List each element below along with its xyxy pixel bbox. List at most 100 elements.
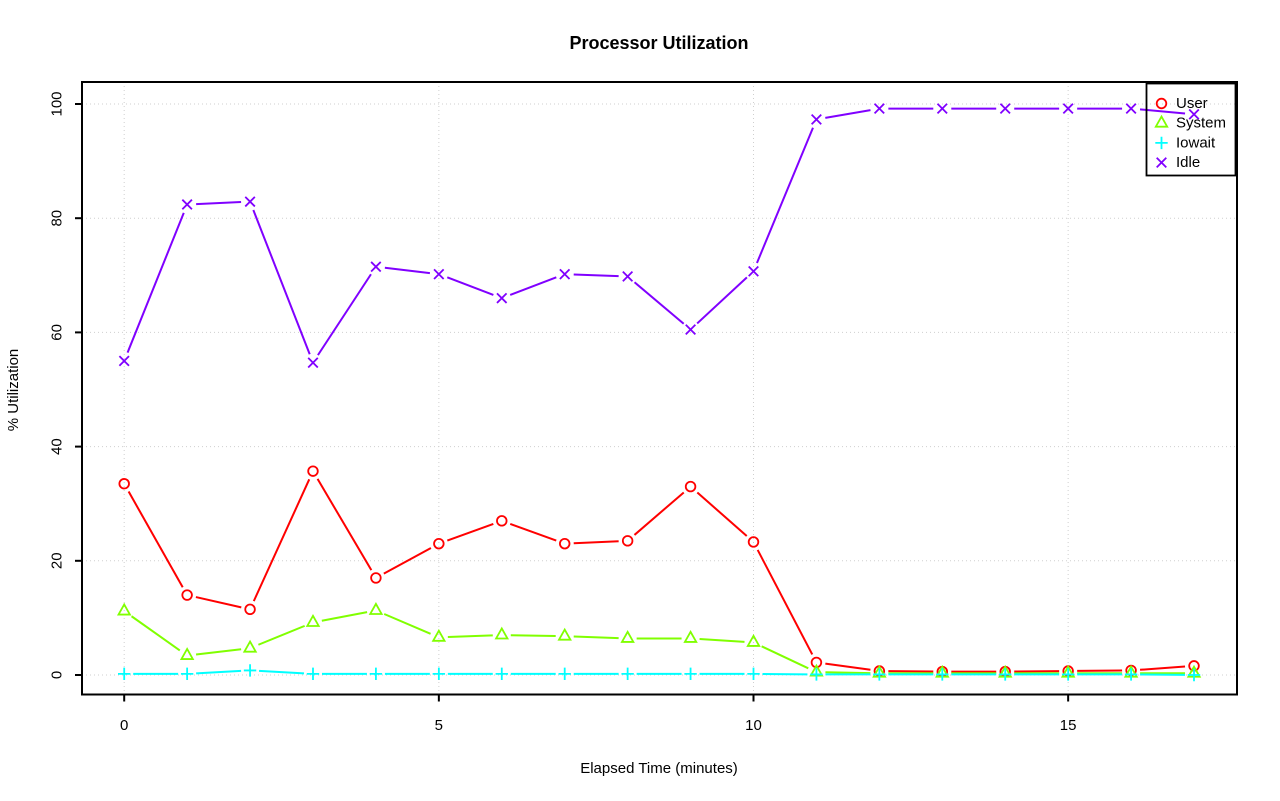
marker-x (181, 199, 193, 210)
series-segment (573, 540, 619, 545)
marker-x (1156, 157, 1167, 169)
marker-circle (307, 465, 319, 477)
series-idle (118, 103, 1200, 369)
marker-circle (118, 478, 130, 490)
marker-plus (873, 668, 886, 681)
marker-triangle (683, 630, 698, 643)
series-segment (756, 549, 814, 655)
marker-plus (118, 667, 131, 681)
legend-label: User (1176, 95, 1208, 112)
series-segment (1139, 108, 1186, 115)
marker-x (999, 103, 1011, 115)
series-segment (383, 547, 432, 575)
data-series (116, 103, 1202, 682)
marker-circle (684, 480, 697, 493)
marker-x (370, 261, 382, 273)
marker-plus (495, 667, 508, 681)
series-segment (699, 638, 745, 643)
series-segment (825, 109, 871, 119)
series-segment (252, 478, 311, 602)
marker-triangle (368, 602, 384, 615)
y-tick-label: 0 (49, 671, 66, 679)
y-axis-title: % Utilization (5, 349, 22, 432)
marker-plus (810, 668, 823, 681)
marker-circle (370, 572, 382, 584)
y-tick-label: 80 (49, 210, 66, 227)
marker-x (1125, 103, 1137, 115)
series-segment (258, 624, 306, 646)
x-tick-label: 0 (120, 717, 128, 734)
series-segment (756, 127, 814, 264)
marker-plus (243, 664, 257, 677)
series-segment (509, 522, 557, 542)
marker-x (622, 271, 634, 282)
series-segment (696, 491, 748, 537)
series-segment (446, 276, 494, 296)
axes: 0 5 10 15 0 20 40 60 80 100 (49, 81, 1238, 734)
x-axis-title: Elapsed Time (minutes) (580, 760, 738, 777)
series-segment (252, 209, 311, 355)
y-tick-label: 40 (49, 438, 66, 455)
marker-triangle (242, 639, 258, 653)
marker-plus (747, 667, 760, 681)
marker-plus (621, 667, 634, 681)
series-iowait (118, 664, 1201, 682)
marker-plus (180, 667, 194, 681)
series-segment (316, 478, 373, 571)
marker-plus (1187, 668, 1201, 682)
series-segment (130, 615, 181, 652)
series-segment (196, 201, 242, 206)
series-segment (195, 648, 242, 656)
marker-circle (1155, 97, 1168, 110)
series-segment (384, 266, 431, 275)
series-segment (825, 671, 871, 675)
series-segment (446, 522, 494, 542)
marker-x (559, 268, 571, 280)
series-segment (126, 212, 185, 353)
legend-label: Iowait (1176, 134, 1216, 151)
marker-x (496, 292, 508, 304)
marker-circle (559, 537, 571, 550)
series-segment (321, 611, 368, 622)
marker-circle (181, 589, 193, 601)
marker-triangle (557, 627, 572, 641)
series-segment (573, 273, 619, 278)
marker-plus (936, 668, 949, 681)
series-segment (317, 273, 372, 356)
series-segment (509, 276, 557, 296)
plot-border (81, 81, 1238, 696)
marker-x (118, 355, 130, 367)
series-segment (761, 645, 809, 670)
series-segment (258, 669, 305, 675)
series-segment (510, 634, 556, 638)
marker-x (1062, 103, 1074, 115)
x-tick-label: 15 (1060, 717, 1077, 734)
marker-x (244, 196, 256, 208)
marker-plus (1124, 668, 1138, 681)
marker-triangle (1154, 114, 1169, 128)
marker-plus (684, 667, 697, 681)
marker-plus (369, 667, 383, 681)
legend-entry-system: System (1154, 114, 1226, 132)
legend-entry-user: User (1155, 95, 1208, 112)
marker-circle (621, 535, 634, 547)
y-tick-label: 100 (49, 91, 66, 116)
marker-triangle (494, 626, 510, 640)
series-segment (633, 281, 685, 325)
marker-x (748, 265, 759, 277)
legend-label: System (1176, 115, 1226, 132)
legend: User System Iowait Idle (1145, 82, 1237, 177)
marker-plus (1155, 136, 1168, 150)
marker-plus (999, 668, 1012, 681)
chart-title: Processor Utilization (569, 33, 748, 53)
series-segment (1139, 665, 1186, 671)
y-tick-label: 60 (49, 324, 66, 341)
series-segment (696, 276, 748, 325)
marker-triangle (431, 628, 447, 642)
marker-x (307, 357, 319, 369)
marker-x (873, 103, 885, 115)
marker-triangle (620, 630, 635, 643)
series-segment (195, 596, 242, 609)
